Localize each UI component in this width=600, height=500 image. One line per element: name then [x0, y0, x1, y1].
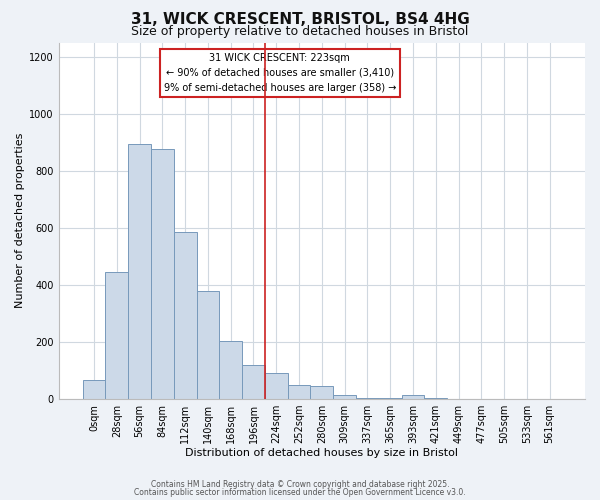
Text: 31 WICK CRESCENT: 223sqm
← 90% of detached houses are smaller (3,410)
9% of semi: 31 WICK CRESCENT: 223sqm ← 90% of detach…: [164, 53, 396, 93]
Bar: [424, 398, 447, 399]
Bar: [401, 394, 424, 399]
Bar: [265, 374, 287, 399]
Bar: [310, 386, 333, 399]
Text: 31, WICK CRESCENT, BRISTOL, BS4 4HG: 31, WICK CRESCENT, BRISTOL, BS4 4HG: [131, 12, 469, 28]
Bar: [356, 398, 379, 399]
Bar: [219, 340, 242, 399]
Bar: [242, 365, 265, 399]
Bar: [128, 144, 151, 399]
Bar: [333, 394, 356, 399]
Bar: [287, 384, 310, 399]
Bar: [379, 398, 401, 399]
Bar: [83, 380, 106, 399]
Text: Contains public sector information licensed under the Open Government Licence v3: Contains public sector information licen…: [134, 488, 466, 497]
Bar: [174, 232, 197, 399]
Bar: [197, 290, 219, 399]
Text: Contains HM Land Registry data © Crown copyright and database right 2025.: Contains HM Land Registry data © Crown c…: [151, 480, 449, 489]
Bar: [106, 272, 128, 399]
X-axis label: Distribution of detached houses by size in Bristol: Distribution of detached houses by size …: [185, 448, 458, 458]
Y-axis label: Number of detached properties: Number of detached properties: [15, 133, 25, 308]
Text: Size of property relative to detached houses in Bristol: Size of property relative to detached ho…: [131, 25, 469, 38]
Bar: [151, 150, 174, 399]
